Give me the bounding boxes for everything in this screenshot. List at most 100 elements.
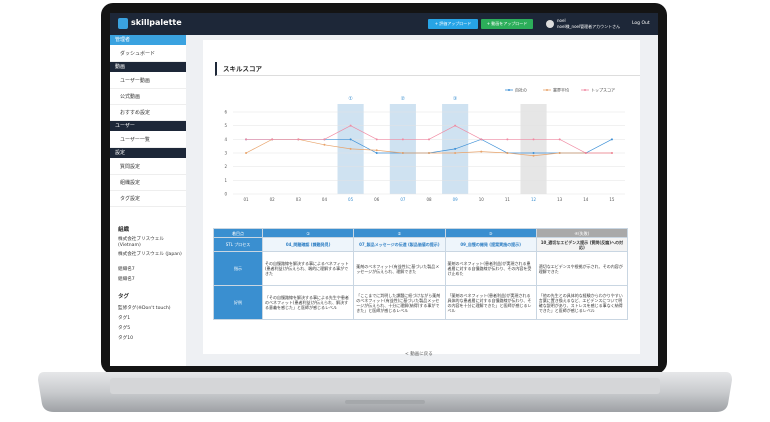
top-bar: skillpalette + 評価アップロード + 動画をアップロード noel noe… [110, 13, 658, 35]
menu-item[interactable]: おすすめ設定 [110, 105, 186, 121]
series-point [401, 138, 404, 141]
screen: skillpalette + 評価アップロード + 動画をアップロード noel noe… [110, 13, 658, 366]
user-name: noel [557, 18, 566, 23]
table-cell: 07_製品メッセージの伝達 (製品価値の提示) [353, 237, 446, 252]
table-cell: 「その自慢路線を解決する事による先生や患者のベネフィット(患者利益)が伝えられ、… [261, 285, 355, 320]
table-cell: 10_適切なエビデンス提示 (質問(反論)への対応) [535, 237, 629, 252]
series-point [480, 150, 483, 153]
x-tick-label: 08 [426, 197, 432, 202]
upload-eval-button[interactable]: + 評価アップロード [428, 19, 478, 29]
table-row: 好例 「その自慢路線を解決する事による先生や患者のベネフィット(患者利益)が伝えら… [213, 285, 629, 320]
table-cell: ② [353, 228, 446, 238]
menu-item[interactable]: 組織設定 [110, 175, 186, 191]
series-point [375, 138, 378, 141]
series-point [349, 124, 352, 127]
table-cell: 指示 [213, 251, 263, 286]
highlight-label: ③ [453, 96, 457, 102]
menu-item[interactable]: ユーザー動画 [110, 73, 186, 89]
menu-section: 動画 [110, 62, 186, 72]
x-tick-label: 15 [609, 197, 615, 202]
legend-dot [508, 89, 510, 91]
series-point [375, 149, 378, 152]
x-tick-label: 03 [296, 197, 302, 202]
menu-section: 管理者 [110, 35, 186, 45]
y-tick-label: 1 [224, 178, 227, 183]
tag-item[interactable]: タグ5 [118, 326, 131, 331]
user-org: noel様_noel管理者アカウントさん [557, 24, 621, 29]
table-row: 指示 その自慢路線を解決する事によるベネフィット(患者利益)が伝えられ、端的に理解… [213, 251, 629, 286]
legend-label: 業界平均 [553, 87, 569, 93]
series-point [428, 138, 430, 141]
series-point [349, 147, 352, 150]
series-point [349, 138, 352, 141]
series-point [584, 152, 587, 154]
table-row: STL プロセス 04_問題確認 (課題発見) 07_製品メッセージの伝達 (製品価… [213, 237, 629, 252]
table-cell: 「ここまでに判明した課題に紐づけながら薬剤のベネフィット(有益性)に基づいた製品… [353, 285, 446, 320]
table-cell: 着目点 [213, 228, 263, 238]
menu-item[interactable]: 質問設定 [110, 159, 186, 175]
menu-item[interactable]: ユーザー一覧 [110, 132, 186, 148]
series-point [454, 152, 457, 154]
org-item[interactable]: 組織名7 [118, 267, 135, 272]
x-tick-label: 05 [348, 197, 354, 202]
series-point [480, 138, 483, 141]
org-item[interactable]: 組織名7 [118, 277, 135, 282]
menu-item[interactable]: 公式動画 [110, 89, 186, 105]
table-cell: ③ [444, 228, 537, 238]
y-tick-label: 4 [224, 137, 227, 142]
sidebar: 管理者 ダッシュボード 動画 ユーザー動画 公式動画 おすすめ設定 ユーザー ユーザー一覧 設定… [110, 35, 186, 366]
x-tick-label: 13 [557, 197, 563, 202]
table-cell: 「薬剤のベネフィット(患者利益)が実現される具体的な患者層に対する自慢路線が伝わ… [444, 285, 537, 320]
x-tick-label: 10 [479, 197, 485, 202]
series-point [558, 152, 561, 154]
legend-label: トップスコア [591, 87, 615, 93]
tag-item[interactable]: 監修タグ(※Don't touch) [118, 306, 171, 311]
series-point [454, 124, 457, 127]
content-card: スキルスコア ① ② ③ 0 1 2 3 4 5 6 01 02 03 04 05 06 07 08 09 10 11 1… [203, 40, 640, 354]
upload-video-button[interactable]: + 動画をアップロード [481, 19, 533, 29]
org-title: 組織 [118, 227, 130, 233]
x-tick-label: 02 [270, 197, 276, 202]
table-cell: 薬剤のベネフィット(有益性)に基づいた製品メッセージが伝えられ、理解できた [353, 251, 446, 286]
x-tick-label: 12 [531, 197, 537, 202]
tag-item[interactable]: タグ10 [118, 336, 134, 341]
tag-title: タグ [118, 294, 130, 300]
series-point [558, 138, 561, 141]
logout[interactable]: Log Out [632, 21, 650, 26]
logo-icon [118, 18, 128, 29]
series-point [532, 154, 535, 157]
y-tick-label: 5 [224, 123, 227, 128]
series-point [506, 152, 509, 154]
table-cell: ④(失敗) [535, 228, 629, 238]
x-tick-label: 06 [374, 197, 380, 202]
x-tick-label: 07 [400, 197, 406, 202]
back-link[interactable]: < 動画に戻る [405, 352, 433, 357]
series-point [297, 138, 300, 141]
table-cell: 04_問題確認 (課題発見) [261, 237, 355, 252]
y-tick-label: 0 [224, 192, 227, 197]
org-item[interactable]: 株式会社ブリスウェル (Vietnam) [118, 237, 164, 248]
series-point [245, 138, 248, 141]
table-cell: 09_自慢の開発 (提案実施の提示) [444, 237, 537, 252]
legend-dot [546, 89, 548, 91]
menu-item[interactable]: ダッシュボード [110, 46, 186, 62]
series-point [532, 138, 535, 141]
series-point [610, 152, 613, 154]
series-point [271, 138, 274, 141]
x-tick-label: 04 [322, 197, 328, 202]
x-tick-label: 11 [505, 197, 511, 202]
series-point [610, 138, 613, 141]
series-point [375, 152, 378, 154]
org-item[interactable]: 株式会社ブリスウェル (Japan) [118, 252, 182, 257]
menu-section: 設定 [110, 148, 186, 158]
series-point [532, 152, 535, 154]
table-cell: その自慢路線を解決する事によるベネフィット(患者利益)が伝えられ、端的に理解する… [261, 251, 355, 286]
x-tick-label: 01 [244, 197, 250, 202]
table-cell: 好例 [213, 285, 263, 320]
menu-item[interactable]: タグ設定 [110, 191, 186, 207]
x-tick-label: 09 [453, 197, 459, 202]
y-tick-label: 3 [224, 151, 227, 156]
tag-item[interactable]: タグ1 [118, 316, 131, 321]
avatar [546, 20, 554, 28]
